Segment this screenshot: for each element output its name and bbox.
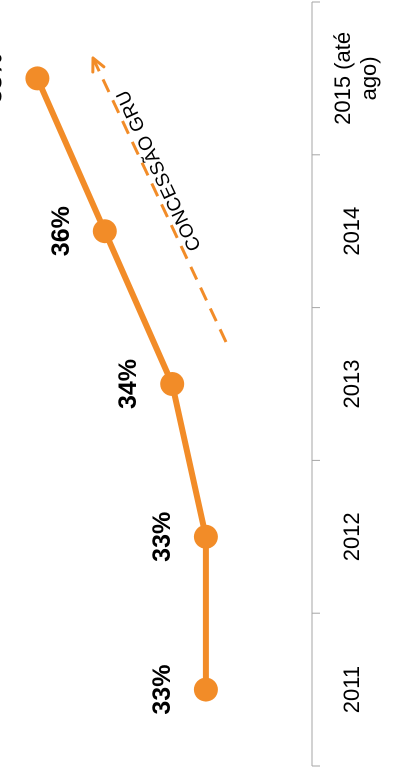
data-labels: 33% 33% 34% 36% 38% bbox=[0, 53, 176, 714]
data-point-marker bbox=[160, 372, 185, 396]
category-tick-label-line: 2012 bbox=[339, 512, 364, 561]
category-tick-label: 2013 bbox=[339, 360, 364, 409]
data-point-marker bbox=[193, 677, 218, 702]
category-tick-label-line: 2011 bbox=[339, 666, 364, 713]
category-tick-label: 2012 bbox=[339, 512, 364, 561]
category-tick-label-line: ago) bbox=[356, 56, 381, 100]
category-tick-label-line: 2013 bbox=[339, 360, 364, 409]
concession-annotation: CONCESSÃO GRU bbox=[91, 56, 228, 343]
category-tick-label: 2015 (atéago) bbox=[330, 32, 381, 125]
category-tick-label-line: 2015 (até bbox=[330, 32, 355, 125]
annotation-text: CONCESSÃO GRU bbox=[111, 86, 205, 254]
category-tick-label: 2014 bbox=[339, 207, 364, 256]
data-label: 38% bbox=[0, 53, 7, 103]
data-point-marker bbox=[25, 66, 50, 91]
data-points bbox=[25, 66, 218, 702]
data-point-marker bbox=[193, 524, 218, 549]
data-point-marker bbox=[92, 219, 117, 244]
category-tick-label: 2011 bbox=[339, 666, 364, 713]
data-label: 33% bbox=[148, 512, 176, 562]
category-tick-labels: 2011 2012 2013 2014 2015 (atéago) bbox=[330, 32, 381, 713]
category-axis bbox=[311, 1, 320, 767]
data-label: 33% bbox=[148, 665, 176, 715]
data-label: 36% bbox=[47, 206, 75, 256]
data-label: 34% bbox=[114, 359, 142, 409]
annotation-arrowhead bbox=[91, 56, 106, 74]
annotation-arrow-line bbox=[91, 57, 228, 343]
category-tick-label-line: 2014 bbox=[339, 207, 364, 256]
